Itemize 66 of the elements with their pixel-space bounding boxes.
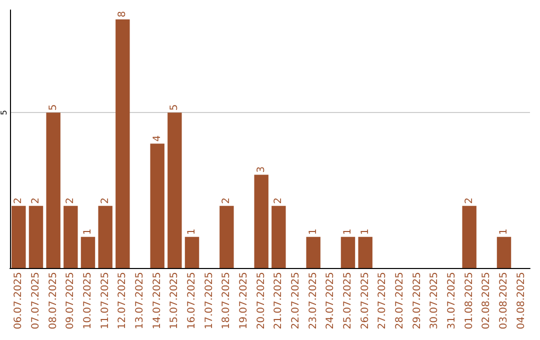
x-tick-label: 19.07.2025 xyxy=(238,272,250,330)
bar xyxy=(340,236,356,268)
x-tick-label: 07.07.2025 xyxy=(30,272,42,330)
x-tick-label: 29.07.2025 xyxy=(412,272,423,330)
x-tick-label: 25.07.2025 xyxy=(342,272,354,330)
data-label: 1 xyxy=(308,228,319,235)
data-label: 1 xyxy=(498,228,510,235)
x-tick-label: 16.07.2025 xyxy=(186,272,198,330)
x-tick-label: 23.07.2025 xyxy=(308,272,319,330)
bar xyxy=(12,206,26,268)
data-label: 2 xyxy=(13,197,24,204)
x-tick-label: 01.08.2025 xyxy=(464,272,475,330)
data-label: 3 xyxy=(256,166,267,173)
data-label: 2 xyxy=(221,197,232,204)
x-tick-label: 12.07.2025 xyxy=(117,272,128,330)
bar xyxy=(496,236,512,268)
data-label: 2 xyxy=(100,197,111,204)
bar xyxy=(254,174,268,268)
x-tick-label: 17.07.2025 xyxy=(204,272,215,330)
bar xyxy=(462,206,476,268)
data-label: 1 xyxy=(186,228,198,235)
x-tick-label: 30.07.2025 xyxy=(429,272,440,330)
x-tick-label: 26.07.2025 xyxy=(360,272,371,330)
x-tick-label: 13.07.2025 xyxy=(134,272,146,330)
data-label: 2 xyxy=(65,197,76,204)
data-label: 1 xyxy=(82,228,94,235)
x-tick-label: 27.07.2025 xyxy=(377,272,388,330)
x-tick-label: 18.07.2025 xyxy=(221,272,232,330)
x-tick-label: 10.07.2025 xyxy=(82,272,94,330)
bar xyxy=(272,206,286,268)
bar xyxy=(46,112,60,268)
x-tick-label: 15.07.2025 xyxy=(169,272,180,330)
data-label: 1 xyxy=(342,228,354,235)
bar xyxy=(168,112,182,268)
bar xyxy=(116,19,130,268)
x-tick-label: 14.07.2025 xyxy=(152,272,163,330)
bar xyxy=(358,236,372,268)
x-tick-label: 22.07.2025 xyxy=(290,272,302,330)
x-tick-label: 11.07.2025 xyxy=(100,272,111,330)
bar xyxy=(64,206,78,268)
data-label: 4 xyxy=(152,135,163,142)
bar xyxy=(184,236,200,268)
data-label: 8 xyxy=(117,10,128,18)
data-label: 1 xyxy=(360,228,371,235)
x-tick-label: 08.07.2025 xyxy=(48,272,59,330)
data-label: 2 xyxy=(273,197,284,204)
x-tick-label: 31.07.2025 xyxy=(446,272,458,330)
x-tick-label: 03.08.2025 xyxy=(498,272,510,330)
x-tick-label: 09.07.2025 xyxy=(65,272,76,330)
x-tick-label: 04.08.2025 xyxy=(516,272,527,330)
bar xyxy=(150,144,164,268)
x-tick-label: 24.07.2025 xyxy=(325,272,336,330)
bar xyxy=(80,236,96,268)
bar xyxy=(220,206,234,268)
x-tick-label: 28.07.2025 xyxy=(394,272,406,330)
x-tick-label: 21.07.2025 xyxy=(273,272,284,330)
bar xyxy=(98,206,112,268)
bar xyxy=(28,206,44,268)
x-tick-label: 20.07.2025 xyxy=(256,272,267,330)
data-label: 2 xyxy=(464,197,475,204)
x-tick-label: 06.07.2025 xyxy=(13,272,24,330)
data-label: 5 xyxy=(169,104,180,111)
data-label: 5 xyxy=(48,104,59,111)
x-tick-label: 02.08.2025 xyxy=(481,272,492,330)
bar xyxy=(306,236,320,268)
data-label: 2 xyxy=(30,197,42,204)
